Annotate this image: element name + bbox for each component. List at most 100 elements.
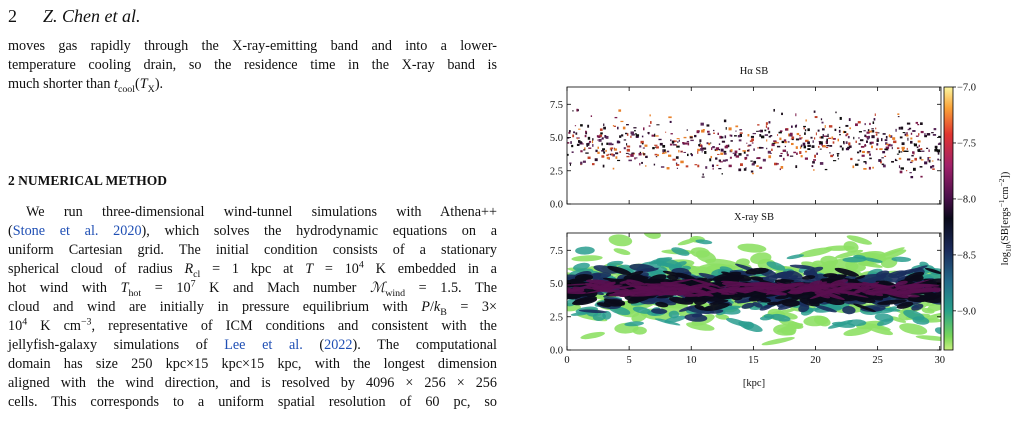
emission-clump — [899, 136, 903, 139]
citation-link[interactable]: 2022 — [324, 337, 353, 353]
emission-clump — [610, 147, 614, 150]
emission-clump — [881, 163, 885, 166]
emission-clump — [799, 151, 802, 154]
text-line: jellyfish-galaxy simulations of Lee et a… — [8, 336, 497, 355]
citation-link[interactable]: Stone et al. 2020 — [12, 223, 142, 239]
emission-clump — [574, 125, 577, 127]
emission-clump — [846, 133, 849, 136]
y-tick-label: 0.0 — [550, 346, 563, 357]
emission-region — [671, 247, 690, 256]
emission-clump — [882, 164, 886, 168]
emission-clump — [707, 133, 711, 136]
emission-region — [626, 279, 647, 286]
emission-clump — [900, 167, 904, 170]
emission-region — [698, 285, 727, 294]
emission-clump — [805, 119, 807, 122]
emission-clump — [617, 159, 621, 162]
emission-clump — [708, 142, 710, 144]
supscript: −1 — [997, 199, 1006, 207]
emission-clump — [757, 157, 761, 160]
emission-clump — [749, 140, 753, 142]
emission-clump — [654, 153, 658, 156]
emission-clump — [789, 132, 793, 135]
emission-region — [900, 265, 928, 276]
emission-region — [662, 270, 687, 278]
emission-region — [612, 277, 634, 283]
emission-clump — [920, 159, 924, 161]
emission-clump — [781, 112, 783, 116]
emission-region — [788, 290, 804, 295]
emission-clump — [723, 119, 727, 123]
emission-clump — [898, 165, 901, 169]
emission-clump — [758, 130, 761, 132]
citation-link[interactable]: Lee et al. — [224, 337, 303, 353]
emission-clump — [847, 146, 851, 149]
emission-clump — [635, 134, 640, 137]
math-symbol: T — [139, 76, 148, 92]
emission-clump — [770, 135, 773, 137]
emission-clump — [924, 135, 928, 138]
emission-region — [721, 271, 739, 279]
emission-clump — [786, 151, 788, 154]
emission-region — [811, 260, 826, 270]
emission-clump — [719, 135, 722, 139]
emission-region — [660, 287, 677, 290]
emission-clump — [656, 124, 660, 126]
emission-clump — [686, 129, 688, 131]
emission-region — [808, 280, 823, 286]
emission-clump — [744, 158, 747, 160]
emission-region — [853, 303, 876, 312]
emission-region — [835, 290, 869, 298]
emission-clump — [906, 122, 911, 125]
emission-clump — [669, 120, 672, 123]
emission-region — [798, 247, 833, 258]
emission-clump — [782, 157, 785, 161]
emission-clump — [568, 130, 571, 133]
emission-clump — [858, 143, 861, 145]
emission-clump — [811, 145, 815, 148]
x-tick-label: 25 — [872, 355, 883, 366]
emission-clump — [791, 125, 793, 128]
emission-region — [786, 270, 803, 280]
emission-region — [924, 267, 941, 275]
emission-region — [627, 295, 645, 304]
emission-clump — [859, 150, 862, 153]
emission-clump — [718, 159, 722, 162]
emission-clump — [735, 125, 739, 128]
emission-region — [927, 290, 941, 299]
emission-clump — [805, 139, 807, 143]
emission-clump — [780, 152, 783, 155]
emission-clump — [569, 163, 572, 166]
panel-image — [567, 108, 941, 179]
emission-clump — [860, 145, 865, 148]
emission-clump — [753, 148, 755, 151]
emission-clump — [750, 135, 755, 138]
emission-clump — [828, 137, 832, 139]
emission-clump — [876, 143, 879, 146]
emission-clump — [864, 144, 866, 147]
emission-clump — [676, 145, 680, 148]
emission-clump — [821, 143, 823, 146]
text-run: ). — [154, 76, 164, 92]
emission-region — [843, 241, 859, 253]
emission-clump — [765, 122, 768, 125]
text-line: uniform Cartesian grid. The initial cond… — [8, 241, 497, 260]
emission-clump — [619, 135, 622, 138]
emission-clump — [822, 145, 827, 148]
emission-clump — [863, 167, 867, 170]
emission-clump — [757, 124, 760, 126]
emission-clump — [779, 155, 783, 157]
emission-clump — [687, 153, 689, 157]
emission-clump — [678, 139, 680, 142]
emission-region — [770, 313, 791, 322]
emission-clump — [573, 131, 575, 134]
emission-clump — [877, 132, 880, 134]
emission-clump — [715, 147, 720, 151]
emission-clump — [802, 142, 806, 146]
emission-clump — [897, 116, 900, 118]
emission-region — [712, 271, 742, 282]
emission-clump — [730, 140, 733, 142]
emission-clump — [729, 156, 732, 159]
emission-clump — [613, 125, 616, 127]
text-run: cells. This corresponds to a uniform spa… — [8, 394, 497, 410]
